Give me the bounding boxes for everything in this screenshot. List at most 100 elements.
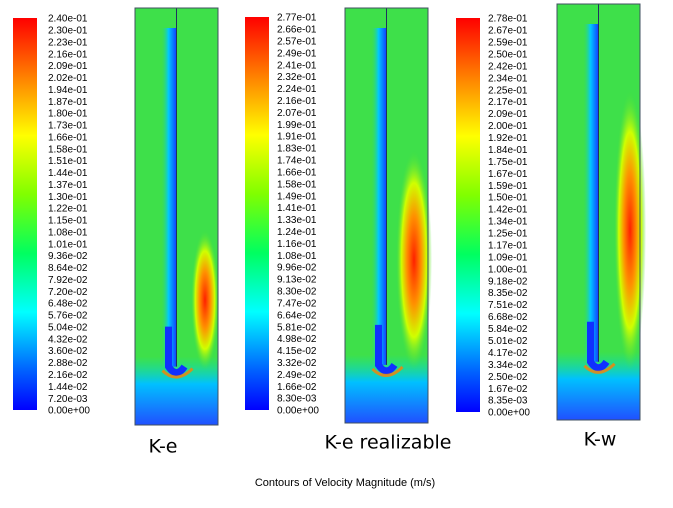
colorbar-label: 0.00e+00: [48, 406, 90, 417]
colorbar-label: 1.67e-01: [488, 169, 528, 180]
contour-strip: [160, 28, 177, 367]
colorbar-label: 2.09e-01: [48, 61, 88, 72]
colorbar-label: 0.00e+00: [277, 406, 319, 417]
colorbar-label: 4.17e-02: [488, 348, 528, 359]
colorbar-label: 2.77e-01: [277, 13, 317, 24]
colorbar-label: 2.16e-01: [277, 96, 317, 107]
colorbar-label: 1.66e-01: [48, 132, 88, 143]
contour-bend-hot: [371, 365, 404, 377]
colorbar-label: 1.09e-01: [488, 252, 528, 263]
colorbar-label: 1.50e-01: [488, 193, 528, 204]
colorbar-label: 1.84e-01: [488, 145, 528, 156]
colorbar-label: 2.34e-01: [488, 73, 528, 84]
contour-border: [344, 7, 429, 424]
colorbar-label: 1.59e-01: [488, 181, 528, 192]
colorbar-label: 1.24e-01: [277, 227, 317, 238]
colorbar-label: 2.30e-01: [48, 26, 88, 37]
colorbar-label: 6.68e-02: [488, 312, 528, 323]
colorbar: [245, 17, 269, 410]
colorbar-label: 2.24e-01: [277, 84, 317, 95]
colorbar-label: 2.50e-02: [488, 372, 528, 383]
colorbar: [13, 18, 37, 410]
colorbar-label: 7.92e-02: [48, 275, 88, 286]
colorbar-label: 5.01e-02: [488, 336, 528, 347]
colorbar-label: 1.83e-01: [277, 144, 317, 155]
colorbar-label: 4.32e-02: [48, 334, 88, 345]
colorbar-label: 1.01e-01: [48, 239, 88, 250]
colorbar-label: 1.08e-01: [48, 227, 88, 238]
colorbar-label: 3.60e-02: [48, 346, 88, 357]
contour-border: [556, 3, 641, 421]
contour-hot: [396, 150, 432, 370]
colorbar-label: 1.67e-02: [488, 384, 528, 395]
colorbar-label: 5.04e-02: [48, 322, 88, 333]
colorbar-label: 1.74e-01: [277, 156, 317, 167]
colorbar-label: 1.91e-01: [277, 132, 317, 143]
colorbar-label: 1.08e-01: [277, 251, 317, 262]
colorbar-label: 1.87e-01: [48, 97, 88, 108]
colorbar-label: 1.44e-02: [48, 382, 88, 393]
colorbar-label: 1.15e-01: [48, 216, 88, 227]
colorbar-label: 1.75e-01: [488, 157, 528, 168]
colorbar-label: 6.64e-02: [277, 310, 317, 321]
colorbar-label: 5.81e-02: [277, 322, 317, 333]
colorbar-label: 2.41e-01: [277, 60, 317, 71]
colorbar-label: 1.44e-01: [48, 168, 88, 179]
colorbar-label: 2.67e-01: [488, 26, 528, 37]
colorbar-label: 2.32e-01: [277, 72, 317, 83]
colorbar-label: 1.34e-01: [488, 217, 528, 228]
colorbar-label: 1.80e-01: [48, 109, 88, 120]
colorbar-label: 9.18e-02: [488, 276, 528, 287]
colorbar-label: 1.42e-01: [488, 205, 528, 216]
colorbar-label: 1.17e-01: [488, 240, 528, 251]
colorbar-label: 0.00e+00: [488, 408, 530, 419]
colorbar-label: 7.51e-02: [488, 300, 528, 311]
colorbar-label: 1.58e-01: [277, 179, 317, 190]
colorbar-label: 9.13e-02: [277, 275, 317, 286]
caption: K-e: [148, 436, 177, 458]
colorbar-label: 2.00e-01: [488, 121, 528, 132]
colorbar-label: 1.33e-01: [277, 215, 317, 226]
colorbar-label: 2.07e-01: [277, 108, 317, 119]
colorbar-label: 4.15e-02: [277, 346, 317, 357]
colorbar-label: 2.50e-01: [488, 49, 528, 60]
contour-bend-hot: [161, 367, 194, 379]
colorbar-label: 2.59e-01: [488, 38, 528, 49]
colorbar-label: 2.16e-01: [48, 49, 88, 60]
colorbar-label: 1.37e-01: [48, 180, 88, 191]
caption: K-e realizable: [325, 432, 452, 454]
colorbar-label: 2.25e-01: [488, 85, 528, 96]
colorbar-label: 1.30e-01: [48, 192, 88, 203]
contour-strip: [370, 28, 387, 365]
colorbar-label: 1.92e-01: [488, 133, 528, 144]
colorbar-label: 7.47e-02: [277, 298, 317, 309]
contour-hot: [614, 90, 646, 370]
colorbar: [456, 18, 480, 412]
colorbar-label: 1.58e-01: [48, 144, 88, 155]
contour-bend: [587, 321, 610, 372]
contour-hot: [191, 230, 219, 370]
colorbar-label: 8.35e-03: [488, 396, 528, 407]
colorbar-label: 3.32e-02: [277, 358, 317, 369]
colorbar-label: 7.20e-02: [48, 287, 88, 298]
colorbar-label: 2.09e-01: [488, 109, 528, 120]
colorbar-label: 2.23e-01: [48, 37, 88, 48]
colorbar-label: 2.49e-01: [277, 48, 317, 59]
colorbar-label: 1.00e-01: [488, 264, 528, 275]
colorbar-label: 1.22e-01: [48, 204, 88, 215]
contour-bend: [165, 326, 188, 377]
colorbar-label: 1.66e-02: [277, 382, 317, 393]
contour-border: [134, 7, 219, 426]
colorbar-label: 2.40e-01: [48, 14, 88, 25]
colorbar-label: 2.16e-02: [48, 370, 88, 381]
colorbar-label: 1.41e-01: [277, 203, 317, 214]
footer: Contours of Velocity Magnitude (m/s): [255, 477, 435, 489]
colorbar-label: 8.35e-02: [488, 288, 528, 299]
colorbar-label: 2.66e-01: [277, 25, 317, 36]
colorbar-label: 1.66e-01: [277, 167, 317, 178]
colorbar-label: 9.36e-02: [48, 251, 88, 262]
colorbar-label: 2.02e-01: [48, 73, 88, 84]
colorbar-label: 7.20e-03: [48, 394, 88, 405]
contour-bend: [375, 324, 398, 375]
colorbar-label: 8.30e-02: [277, 287, 317, 298]
